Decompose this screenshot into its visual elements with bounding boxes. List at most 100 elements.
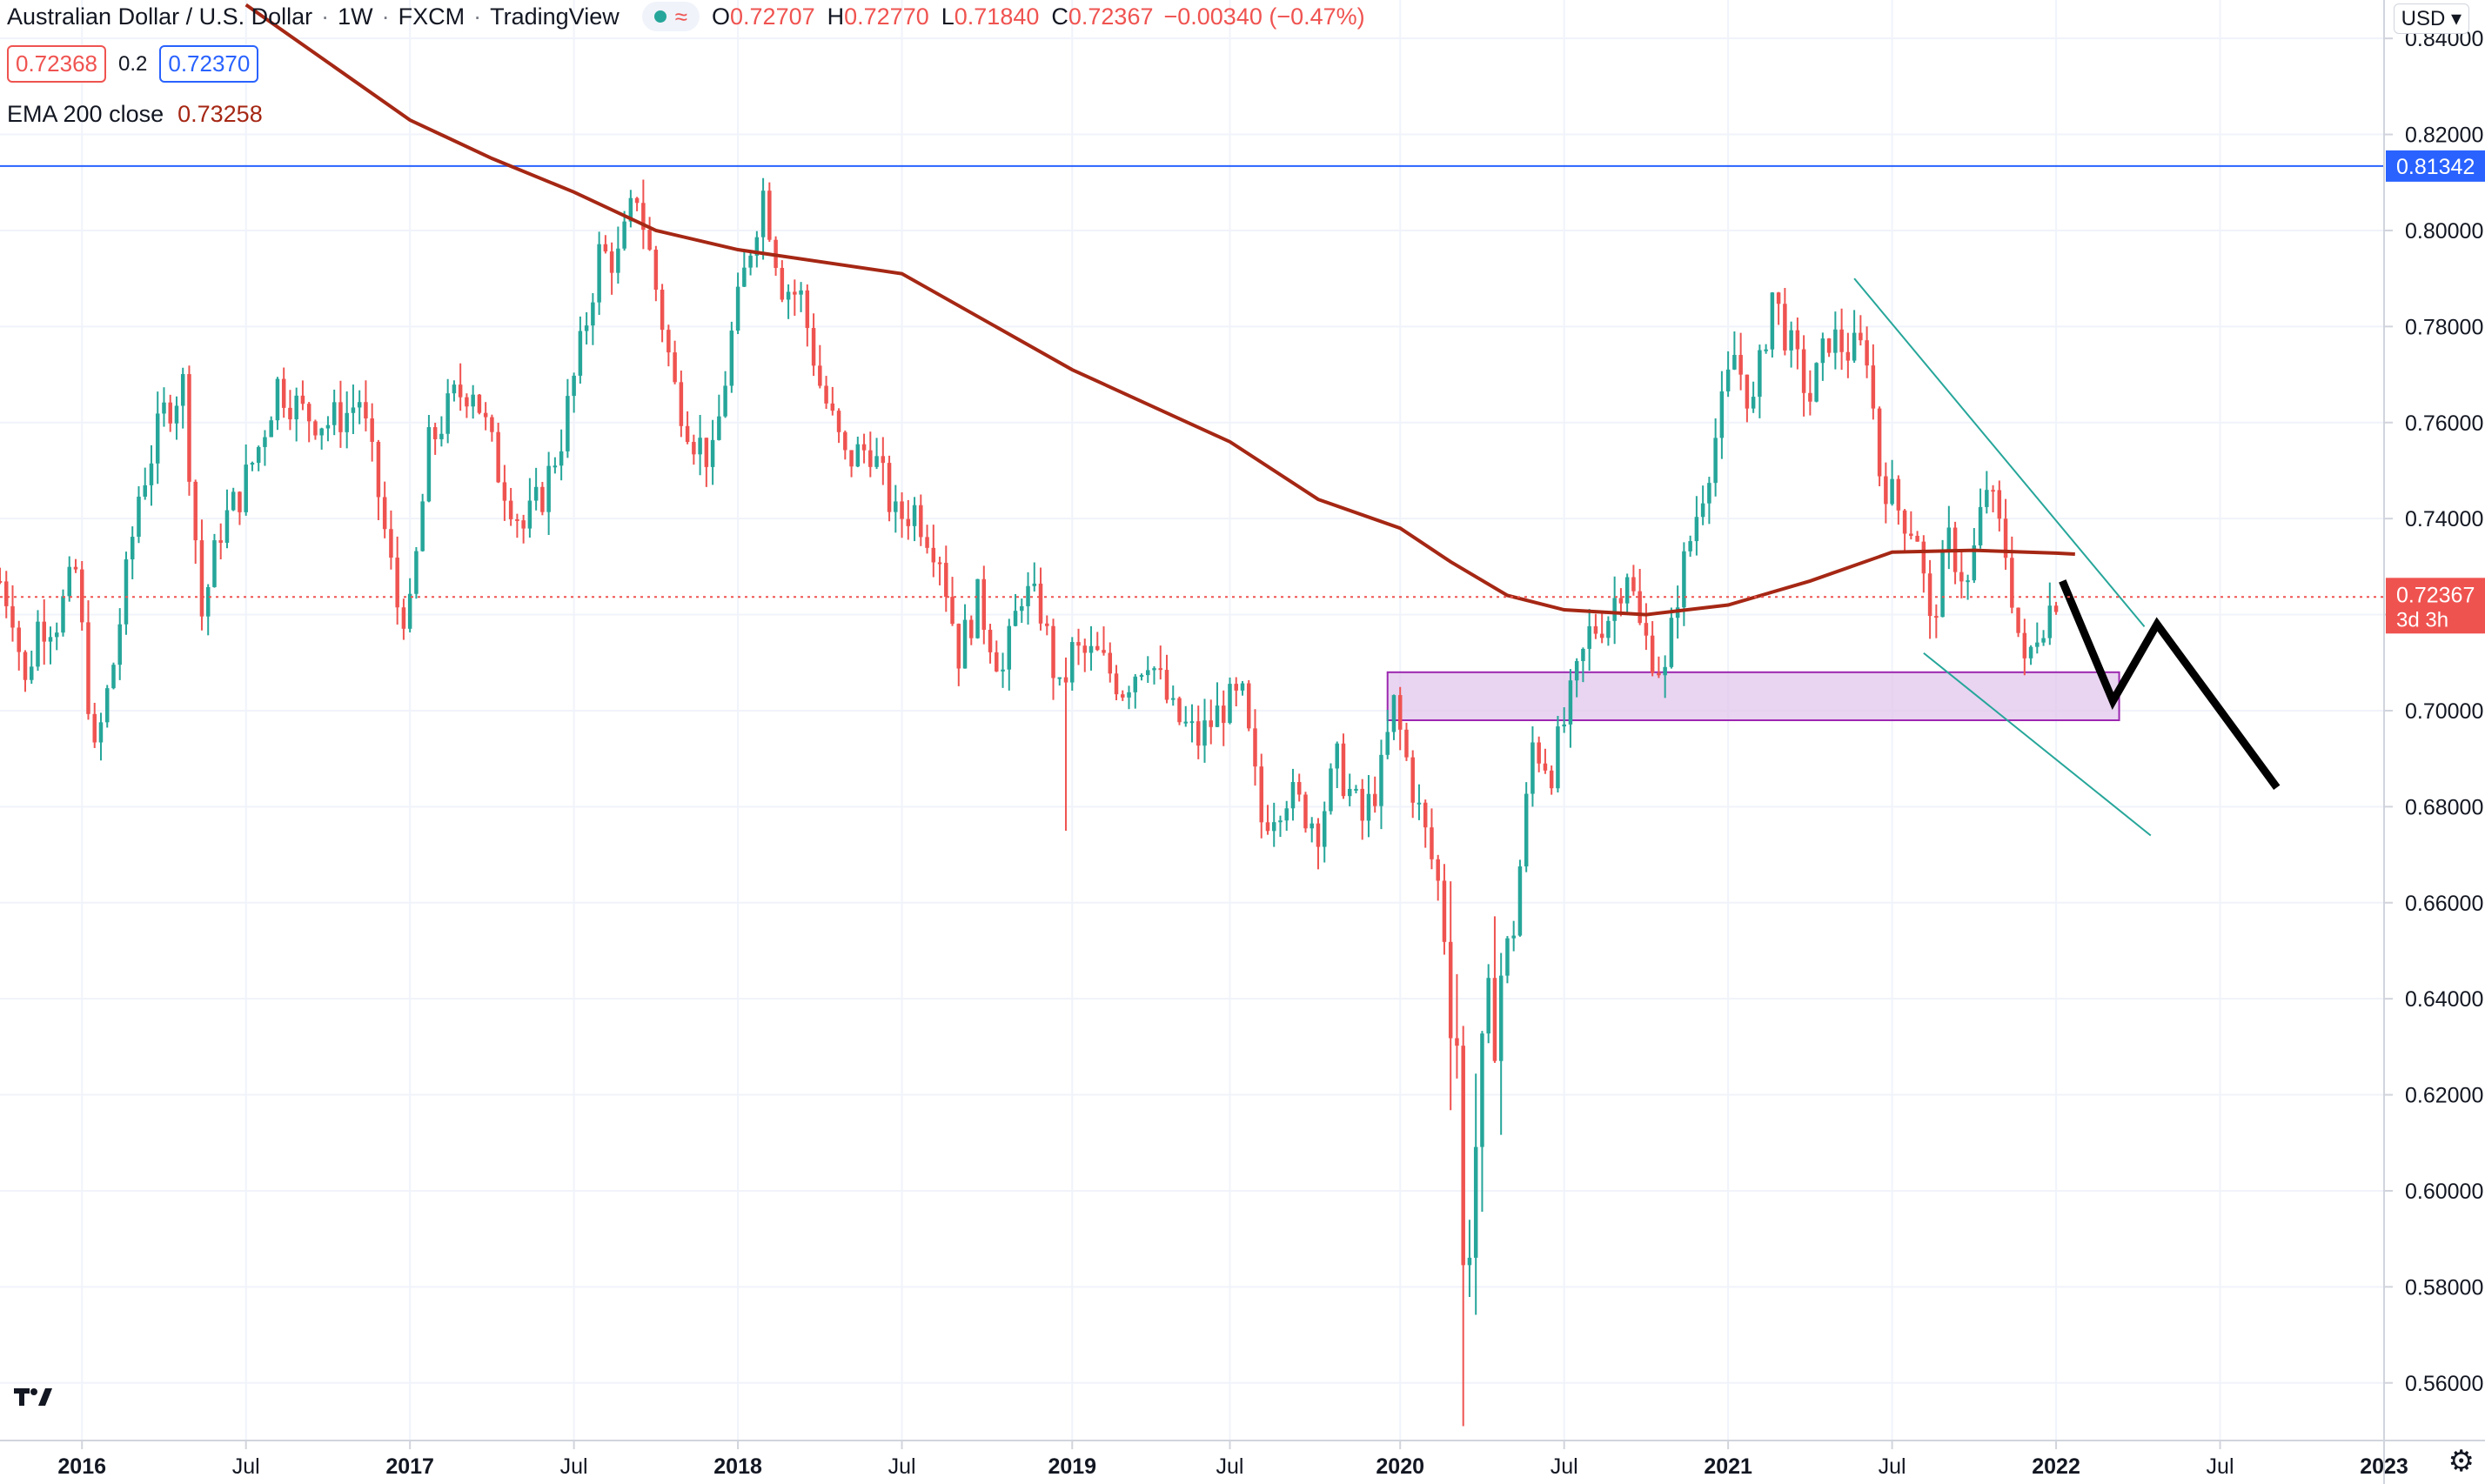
price-tick-label: 0.74000	[2405, 507, 2483, 531]
candle-body	[1366, 793, 1371, 821]
candle-body	[861, 444, 867, 451]
candle-body	[395, 558, 399, 608]
separator-dot: ·	[473, 3, 482, 30]
high-label: H	[827, 3, 845, 30]
candle-body	[1114, 673, 1119, 695]
candle-body	[553, 465, 558, 468]
candle-body	[1618, 598, 1624, 604]
candle-body	[685, 425, 690, 443]
tradingview-logo-glyph	[14, 1388, 52, 1406]
candle-body	[919, 505, 923, 538]
candle-body	[1177, 698, 1182, 723]
candle-body	[1448, 941, 1453, 1039]
candle-body	[1593, 625, 1598, 634]
candle-body	[1814, 363, 1819, 402]
candle-body	[42, 621, 46, 642]
candle-body	[1020, 605, 1024, 612]
candle-body	[1556, 726, 1560, 789]
trade-buttons: 0.72368 0.2 0.72370	[7, 45, 259, 83]
platform-label: TradingView	[490, 3, 620, 30]
candle-body	[1682, 551, 1686, 608]
candle-body	[357, 402, 362, 408]
candle-body	[263, 437, 267, 447]
time-tick-label: 2020	[1376, 1454, 1424, 1479]
candle-body	[1045, 623, 1049, 626]
candle-body	[1845, 351, 1851, 361]
candle-body	[1890, 478, 1894, 505]
candle-body	[1902, 510, 1907, 534]
candle-body	[29, 666, 34, 680]
price-tick-label: 0.78000	[2405, 315, 2483, 339]
candle-body	[332, 402, 337, 425]
sell-button[interactable]: 0.72368	[7, 45, 106, 83]
interval-label[interactable]: 1W	[338, 3, 373, 30]
candle-body	[1335, 743, 1339, 769]
low-value: 0.71840	[954, 3, 1040, 30]
candle-body	[1133, 676, 1138, 692]
price-tick-label: 0.80000	[2405, 219, 2483, 244]
candle-body	[1026, 585, 1030, 606]
candle-body	[780, 268, 785, 300]
candle-body	[2053, 605, 2059, 612]
buy-button[interactable]: 0.72370	[159, 45, 259, 83]
candle-body	[490, 417, 494, 432]
projection-path[interactable]	[2059, 579, 2281, 790]
candle-body	[2022, 632, 2027, 658]
candle-body	[1417, 802, 1422, 805]
currency-selector[interactable]: USD ▾	[2393, 3, 2469, 34]
candle-body	[98, 722, 104, 743]
candle-body	[1783, 304, 1787, 351]
candle-body	[1871, 365, 1876, 409]
candle-body	[698, 438, 702, 455]
demand-zone[interactable]	[1386, 671, 2120, 721]
indicator-legend[interactable]: EMA 200 close 0.73258	[7, 101, 263, 128]
tradingview-logo-icon[interactable]	[12, 1383, 56, 1414]
candle-body	[1574, 660, 1579, 681]
candle-body	[1127, 692, 1131, 698]
candle-body	[465, 397, 469, 407]
channel-line	[1853, 277, 2146, 628]
candle-body	[1152, 668, 1156, 671]
market-open-dot-icon	[653, 10, 666, 23]
channel-lines[interactable]	[1853, 277, 2152, 837]
candle-body	[187, 374, 191, 482]
market-status[interactable]: ≈	[641, 2, 700, 31]
candle-body	[616, 248, 620, 273]
candle-body	[250, 463, 255, 465]
candle-body	[1259, 766, 1263, 823]
candle-body	[981, 578, 987, 630]
candle-body	[527, 500, 532, 529]
candle-body	[723, 385, 727, 417]
candle-body	[238, 491, 242, 512]
candle-body	[1108, 652, 1113, 674]
candle-body	[1921, 541, 1926, 574]
candle-body	[338, 402, 343, 432]
candle-body	[811, 328, 816, 366]
candle-body	[256, 446, 261, 464]
candle-body	[1612, 598, 1617, 621]
candle-body	[174, 405, 179, 424]
candle-body	[559, 451, 564, 466]
candle-body	[376, 441, 381, 498]
candle-body	[86, 622, 90, 714]
gear-icon[interactable]: ⚙	[2448, 1445, 2475, 1478]
symbol-title[interactable]: Australian Dollar / U.S. Dollar	[7, 3, 313, 30]
symbol-header: Australian Dollar / U.S. Dollar · 1W · F…	[7, 2, 1365, 31]
candle-body	[1076, 642, 1081, 646]
candle-body	[1171, 698, 1176, 700]
time-tick-label: 2021	[1704, 1454, 1752, 1479]
candle-body	[364, 402, 368, 419]
candle-body	[1997, 490, 2002, 519]
candle-body	[117, 624, 122, 665]
time-tick-label: Jul	[1551, 1454, 1578, 1479]
candle-body	[1865, 340, 1869, 366]
price-tick-label: 0.66000	[2405, 892, 2483, 916]
candle-body	[92, 713, 97, 743]
candle-body	[73, 566, 78, 570]
candle-body	[1397, 695, 1403, 730]
time-tick-label: 2019	[1048, 1454, 1096, 1479]
candle-body	[824, 385, 828, 404]
candle-body	[382, 497, 387, 530]
candle-body	[1215, 705, 1220, 727]
